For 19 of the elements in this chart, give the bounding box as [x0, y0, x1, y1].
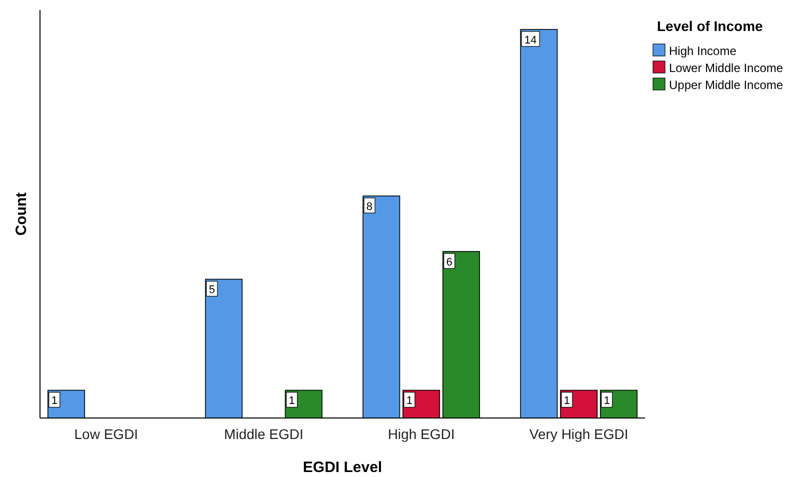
data-label: 1 — [51, 395, 58, 408]
data-label: 8 — [366, 200, 373, 213]
data-label: 14 — [524, 34, 537, 46]
x-axis-title: EGDI Level — [302, 459, 382, 476]
data-label: 6 — [446, 256, 452, 268]
legend-label: Lower Middle Income — [669, 61, 784, 75]
data-label: 1 — [604, 395, 610, 408]
legend-label: Upper Middle Income — [669, 78, 784, 92]
legend-label: High Income — [669, 44, 737, 58]
x-tick-label: Very High EGDI — [529, 426, 628, 442]
x-tick-label: High EGDI — [388, 426, 455, 442]
legend-title: Level of Income — [657, 18, 764, 34]
data-label: 1 — [406, 395, 412, 408]
x-tick-label: Middle EGDI — [224, 426, 304, 442]
data-label: 1 — [564, 395, 570, 408]
x-tick-label: Low EGDI — [74, 426, 138, 442]
data-label: 5 — [208, 284, 215, 296]
data-label: 1 — [288, 395, 295, 408]
y-axis-title: Count — [13, 192, 30, 236]
